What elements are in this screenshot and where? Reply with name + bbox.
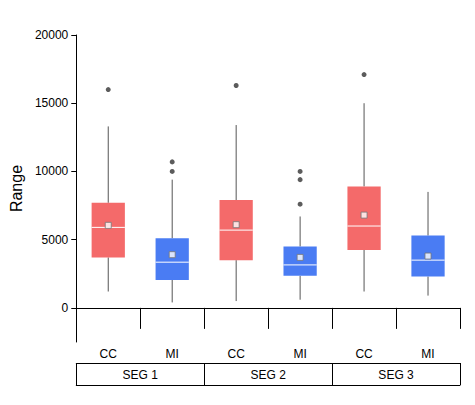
svg-text:Range: Range <box>8 165 25 212</box>
svg-text:15000: 15000 <box>35 96 69 110</box>
svg-text:SEG 3: SEG 3 <box>378 368 414 382</box>
svg-text:CC: CC <box>227 347 245 361</box>
svg-text:SEG 1: SEG 1 <box>123 368 159 382</box>
svg-text:MI: MI <box>166 347 179 361</box>
svg-text:MI: MI <box>421 347 434 361</box>
svg-text:SEG 2: SEG 2 <box>250 368 286 382</box>
svg-text:0: 0 <box>62 301 69 315</box>
svg-text:10000: 10000 <box>35 164 69 178</box>
svg-text:20000: 20000 <box>35 28 69 42</box>
svg-text:CC: CC <box>100 347 118 361</box>
svg-text:CC: CC <box>355 347 373 361</box>
svg-text:MI: MI <box>293 347 306 361</box>
svg-text:5000: 5000 <box>42 233 69 247</box>
